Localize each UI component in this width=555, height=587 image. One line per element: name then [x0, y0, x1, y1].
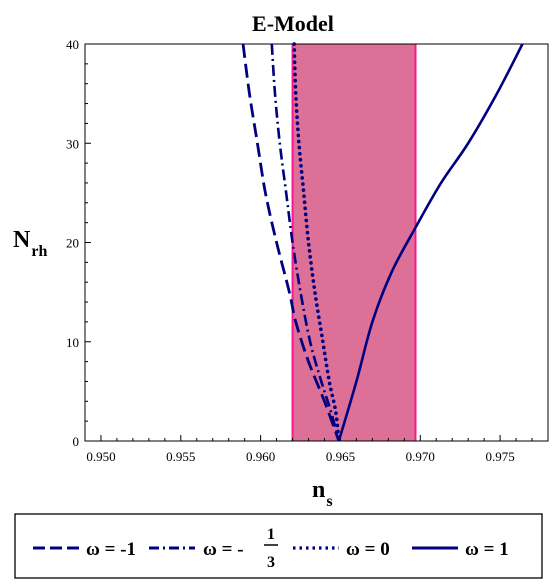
y-axis-label: Nrh — [13, 227, 47, 260]
y-tick-label: 0 — [73, 434, 80, 449]
x-tick-label: 0.950 — [86, 449, 115, 464]
series-line-0 — [241, 43, 341, 442]
legend-fraction-numerator: 1 — [267, 526, 275, 543]
legend-box — [14, 513, 543, 579]
y-tick-label: 30 — [66, 136, 79, 151]
legend-label-omega-0: ω = 0 — [346, 539, 390, 560]
y-tick-label: 20 — [66, 236, 79, 251]
x-tick-label: 0.975 — [485, 449, 514, 464]
series-line-2 — [292, 42, 341, 443]
x-tick-label: 0.955 — [166, 449, 195, 464]
legend-fraction-denominator: 3 — [267, 554, 275, 571]
y-tick-label: 10 — [66, 335, 79, 350]
x-axis-label: ns — [312, 477, 333, 510]
chart-title: E-Model — [252, 11, 334, 36]
legend-label-omega-minus-1: ω = -1 — [86, 539, 136, 560]
x-tick-label: 0.970 — [406, 449, 435, 464]
ns-band — [292, 44, 416, 441]
legend-label-omega-1: ω = 1 — [465, 539, 509, 560]
y-tick-label: 40 — [66, 37, 79, 52]
series-line-1 — [270, 43, 341, 442]
x-tick-label: 0.965 — [326, 449, 355, 464]
curves — [241, 42, 524, 443]
x-tick-label: 0.960 — [246, 449, 275, 464]
series-line-3 — [337, 43, 524, 442]
legend: ω = -1 ω = - 1 3 ω = 0 ω = 1 — [33, 526, 509, 571]
x-axis-ticks: 0.950 0.955 0.960 0.965 0.970 0.975 — [86, 435, 549, 464]
legend-label-omega-minus-third: ω = - — [203, 539, 244, 560]
y-axis-ticks: 0 10 20 30 40 — [66, 37, 91, 449]
